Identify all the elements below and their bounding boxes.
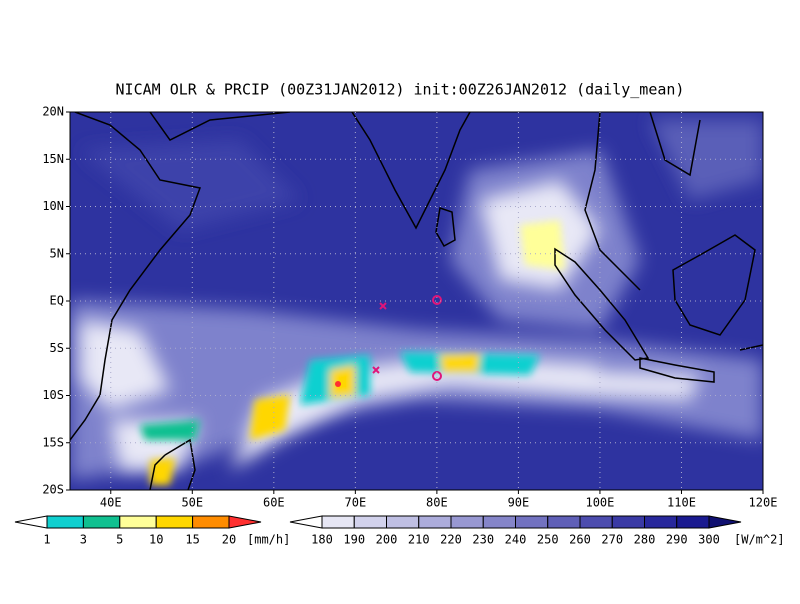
colorbar-label: 3: [80, 533, 87, 547]
colorbar-box: [155, 515, 194, 529]
colorbar-extend: [708, 515, 742, 529]
lon-tick-label: 40E: [100, 496, 122, 510]
map-field: [70, 112, 763, 490]
lat-tick-label: 5S: [50, 341, 64, 355]
colorbar-unit: [mm/h]: [247, 533, 290, 547]
lat-tick-label: 15S: [42, 435, 64, 449]
lon-tick-label: 50E: [181, 496, 203, 510]
lat-tick-label: 15N: [42, 152, 64, 166]
colorbar-box: [579, 515, 613, 529]
map-title: NICAM OLR & PRCIP (00Z31JAN2012) init:00…: [116, 81, 685, 99]
colorbar-label: 220: [440, 533, 462, 547]
colorbar-label: 260: [569, 533, 591, 547]
colorbar-label: 290: [666, 533, 688, 547]
colorbar-label: 210: [408, 533, 430, 547]
colorbar-box: [676, 515, 710, 529]
colorbar-label: 230: [472, 533, 494, 547]
colorbar-label: 190: [343, 533, 365, 547]
lat-tick-label: 20S: [42, 483, 64, 497]
colorbar-box: [119, 515, 157, 529]
markers: [372, 295, 442, 381]
colorbar-label: 180: [311, 533, 333, 547]
lat-tick-label: 5N: [50, 246, 64, 260]
lon-tick-label: 100E: [585, 496, 614, 510]
lat-tick-label: 20N: [42, 105, 64, 119]
colorbar-label: 1: [43, 533, 50, 547]
lat-tick-label: EQ: [50, 294, 64, 308]
lon-tick-label: 90E: [508, 496, 530, 510]
colorbar-box: [450, 515, 484, 529]
colorbar-label: 240: [505, 533, 527, 547]
colorbar-box: [547, 515, 581, 529]
colorbar-extend: [289, 515, 323, 529]
colorbar-box: [321, 515, 355, 529]
colorbar-label: 10: [149, 533, 163, 547]
lon-tick-label: 70E: [345, 496, 367, 510]
lon-tick-label: 60E: [263, 496, 285, 510]
colorbar-box: [611, 515, 645, 529]
colorbar-label: 300: [698, 533, 720, 547]
colorbar-label: 200: [376, 533, 398, 547]
lon-tick-label: 80E: [426, 496, 448, 510]
colorbar-box: [46, 515, 84, 529]
colorbar-label: 15: [185, 533, 199, 547]
colorbar-box: [482, 515, 516, 529]
colorbar-box: [418, 515, 452, 529]
colorbar-box: [82, 515, 121, 529]
colorbar-label: 250: [537, 533, 559, 547]
colorbar-box: [353, 515, 387, 529]
colorbar-label: 280: [634, 533, 656, 547]
colorbar-box: [386, 515, 420, 529]
colorbar-box: [644, 515, 678, 529]
lat-tick-label: 10S: [42, 388, 64, 402]
lon-tick-label: 110E: [667, 496, 696, 510]
lat-tick-label: 10N: [42, 199, 64, 213]
colorbar-box: [192, 515, 230, 529]
lon-tick-label: 120E: [749, 496, 778, 510]
colorbar-box: [515, 515, 549, 529]
colorbar-label: 270: [601, 533, 623, 547]
colorbar-label: 20: [222, 533, 236, 547]
coastline: [70, 112, 763, 490]
colorbar-extend: [228, 515, 262, 529]
colorbar-unit: [W/m^2]: [734, 533, 785, 547]
colorbar-label: 5: [116, 533, 123, 547]
colorbar-extend: [14, 515, 48, 529]
